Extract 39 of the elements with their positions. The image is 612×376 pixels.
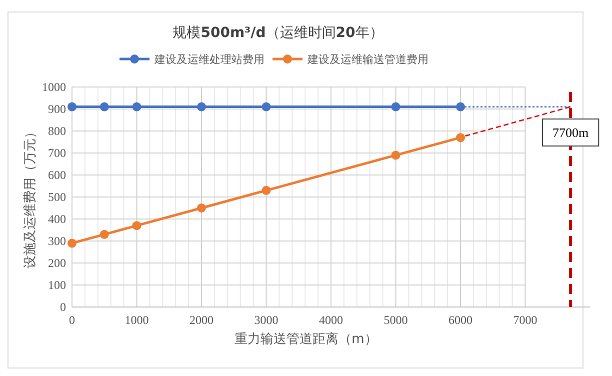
x-axis-title: 重力输送管道距离（m）: [234, 331, 378, 347]
legend-label: 建设及运维输送管道费用: [306, 53, 428, 66]
point: [68, 102, 76, 112]
point: [197, 204, 206, 212]
y-tick-label: 300: [48, 234, 66, 248]
point: [391, 102, 400, 112]
point: [68, 238, 76, 248]
y-tick-label: 700: [48, 146, 66, 160]
point: [132, 221, 142, 230]
y-tick-label: 800: [48, 124, 66, 138]
x-tick-label: 3000: [254, 313, 278, 327]
point: [100, 230, 109, 239]
point: [262, 186, 271, 195]
point: [132, 102, 142, 112]
y-tick-label: 200: [48, 256, 66, 270]
y-tick-label: 500: [48, 190, 66, 204]
point: [197, 102, 206, 112]
y-tick-label: 600: [48, 168, 66, 182]
x-tick-label: 7000: [513, 313, 538, 327]
x-tick-label: 1000: [124, 313, 149, 327]
legend-label: 建设及运维处理站费用: [154, 53, 264, 66]
chart-title: 规模500m³/d（运维时间20年）: [172, 25, 384, 41]
point: [456, 133, 465, 142]
y-axis-title: 设施及运维费用（万元）: [23, 126, 38, 268]
x-tick-label: 5000: [384, 313, 408, 327]
point: [100, 102, 109, 112]
y-tick-label: 0: [60, 300, 66, 314]
y-tick-label: 1000: [42, 80, 66, 94]
y-tick-label: 100: [48, 278, 66, 292]
point: [391, 150, 400, 160]
y-tick-label: 900: [48, 102, 66, 116]
x-tick-label: 0: [69, 313, 75, 327]
x-tick-label: 4000: [319, 313, 343, 327]
y-tick-label: 400: [48, 212, 66, 226]
ref-line-label: 7700m: [552, 125, 589, 140]
point: [456, 102, 465, 112]
x-tick-label: 2000: [190, 313, 214, 327]
point: [262, 102, 271, 112]
x-tick-label: 6000: [448, 313, 472, 327]
